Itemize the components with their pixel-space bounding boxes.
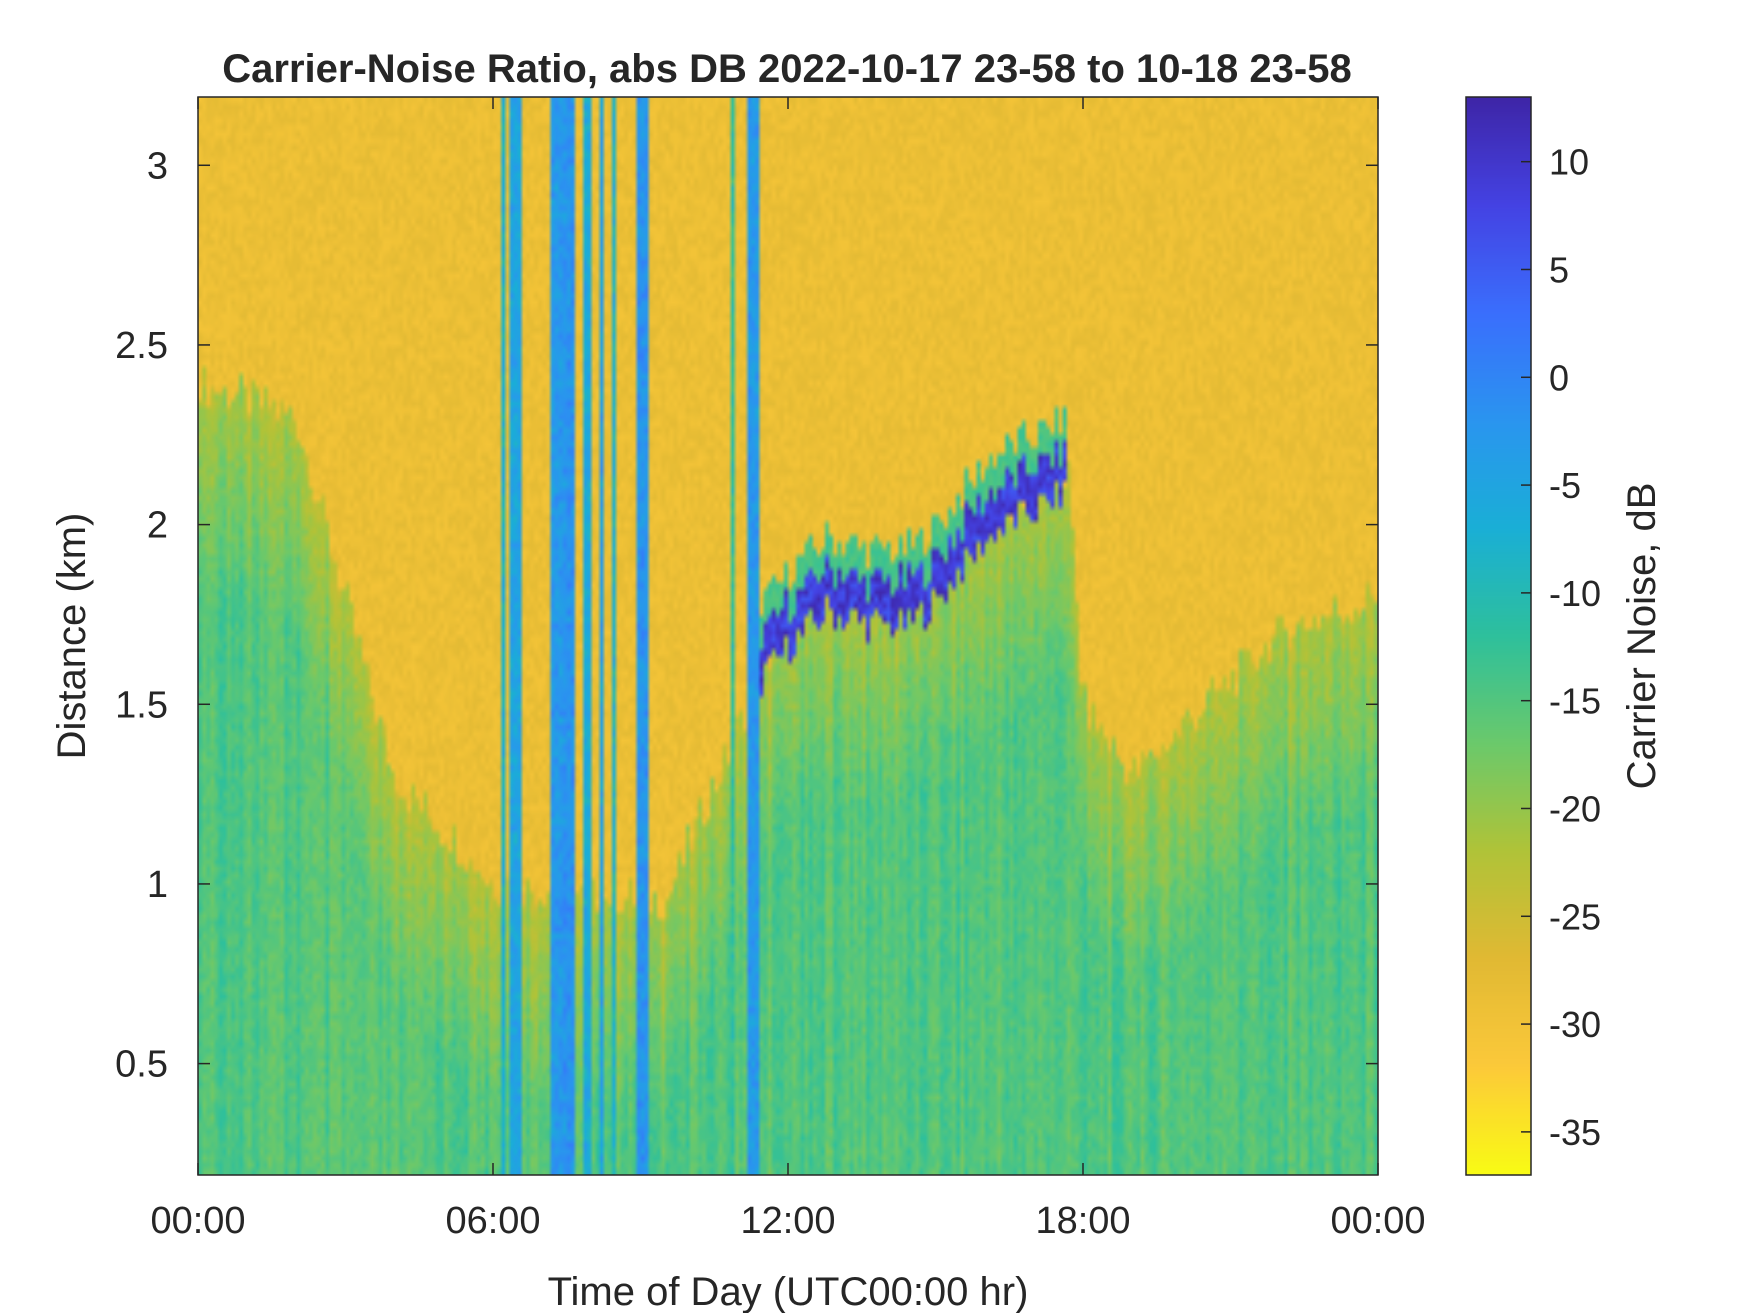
y-tick-label: 2	[147, 505, 168, 547]
x-tick-label: 12:00	[740, 1200, 835, 1242]
y-axis-label: Distance (km)	[50, 513, 94, 760]
y-tick-label: 1.5	[115, 684, 168, 726]
colorbar-ticks: 10 5 0 -5 -10 -15 -20 -25 -30 -35	[1521, 142, 1601, 1153]
colorbar-tick-label: 5	[1549, 249, 1569, 290]
colorbar-tick-label: -30	[1549, 1004, 1601, 1045]
colorbar-tick-label: -5	[1549, 465, 1581, 506]
heatmap-image	[198, 97, 1378, 1175]
y-tick-label: 0.5	[115, 1044, 168, 1086]
y-tick-label: 3	[147, 145, 168, 187]
y-tick-label: 2.5	[115, 325, 168, 367]
x-tick-label: 00:00	[1330, 1200, 1425, 1242]
colorbar-label: Carrier Noise, dB	[1620, 483, 1664, 790]
x-tick-label: 00:00	[150, 1200, 245, 1242]
colorbar: 10 5 0 -5 -10 -15 -20 -25 -30 -35	[1465, 96, 1601, 1176]
chart-title: Carrier-Noise Ratio, abs DB 2022-10-17 2…	[222, 47, 1351, 91]
colorbar-tick-label: 0	[1549, 357, 1569, 398]
colorbar-tick-label: 10	[1549, 142, 1589, 183]
colorbar-tick-label: -15	[1549, 681, 1601, 722]
x-axis: 00:00 06:00 12:00 18:00 00:00	[150, 97, 1426, 1242]
plot-area	[197, 96, 1379, 1176]
x-axis-label: Time of Day (UTC00:00 hr)	[548, 1270, 1029, 1313]
colorbar-image	[1466, 97, 1531, 1175]
colorbar-tick-label: -25	[1549, 896, 1601, 937]
colorbar-frame	[1465, 96, 1532, 1176]
colorbar-tick-label: -10	[1549, 573, 1601, 614]
y-axis: 0.5 1 1.5 2 2.5 3	[115, 145, 1378, 1086]
colorbar-tick-label: -35	[1549, 1112, 1601, 1153]
x-tick-label: 18:00	[1035, 1200, 1130, 1242]
y-tick-label: 1	[147, 864, 168, 906]
x-tick-label: 06:00	[445, 1200, 540, 1242]
colorbar-tick-label: -20	[1549, 788, 1601, 829]
